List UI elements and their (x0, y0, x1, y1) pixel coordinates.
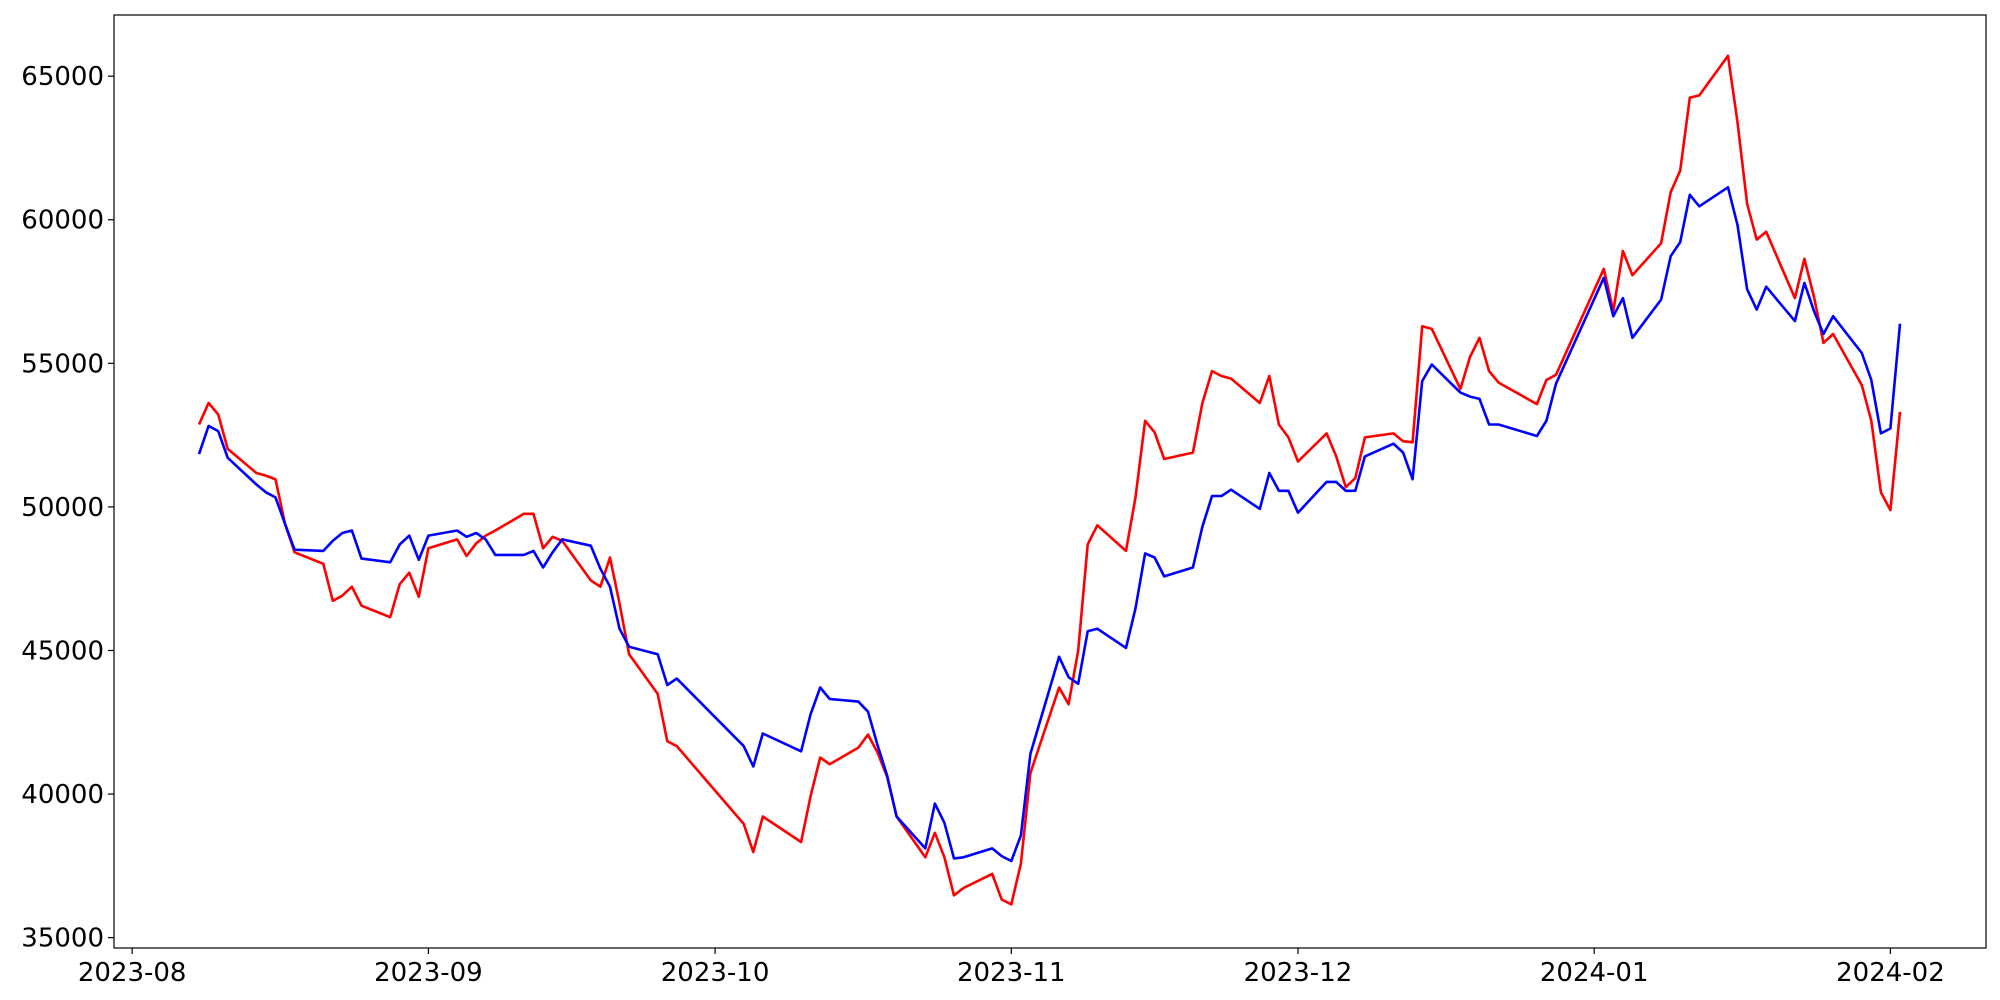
y-tick-label: 35000 (21, 924, 104, 954)
y-tick-label: 50000 (21, 493, 104, 523)
y-tick-label: 60000 (21, 206, 104, 236)
y-tick-label: 45000 (21, 636, 104, 666)
x-tick-label: 2023-08 (78, 958, 187, 988)
series-line (197, 186, 1902, 863)
x-tick-label: 2023-12 (1244, 958, 1353, 988)
plot-frame (113, 14, 1987, 949)
x-tick-label: 2023-11 (957, 958, 1066, 988)
series-line (197, 54, 1902, 906)
y-tick-label: 55000 (21, 349, 104, 379)
plot-area (114, 15, 1986, 948)
x-tick-label: 2023-09 (374, 958, 483, 988)
y-tick-label: 65000 (21, 62, 104, 92)
x-tick-label: 2024-01 (1540, 958, 1649, 988)
y-tick-label: 40000 (21, 780, 104, 810)
x-tick-label: 2024-02 (1836, 958, 1945, 988)
x-tick-label: 2023-10 (661, 958, 770, 988)
